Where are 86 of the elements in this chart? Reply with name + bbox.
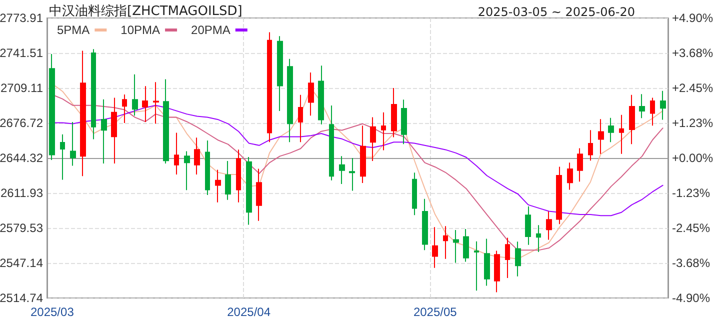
- candlestick: [608, 117, 614, 143]
- candlestick: [525, 206, 531, 246]
- y-tick-label: 2676.72: [0, 116, 44, 130]
- candlestick: [536, 224, 541, 253]
- candlestick: [194, 137, 200, 176]
- y-tick-label: 2709.11: [0, 81, 44, 96]
- candlestick: [349, 158, 355, 192]
- candlestick: [329, 105, 334, 181]
- candlestick: [246, 156, 252, 226]
- candlestick: [588, 130, 593, 162]
- candlestick: [122, 94, 127, 124]
- candlestick: [660, 90, 666, 120]
- candlestick: [515, 241, 521, 277]
- chart-subtitle: 2025-03-05 ~ 2025-06-20: [478, 5, 636, 19]
- y-tick-label: 2611.93: [0, 186, 44, 200]
- y2-tick-label: -3.68%: [672, 256, 710, 270]
- candlestick: [236, 149, 241, 203]
- candlestick: [567, 162, 573, 190]
- candlestick: [339, 156, 345, 184]
- candlestick: [391, 88, 397, 138]
- candlestick: [432, 226, 438, 268]
- candlestick: [163, 78, 169, 164]
- candlestick: [453, 229, 459, 264]
- y2-tick-label: +2.45%: [672, 81, 714, 95]
- candlestick: [401, 99, 407, 145]
- candlestick: [381, 112, 386, 151]
- chart-title: 中汉油料综指[ZHCTMAGOILSD]: [49, 4, 242, 19]
- candlestick: [639, 94, 645, 119]
- candlestick: [422, 198, 428, 251]
- candlestick: [598, 118, 604, 154]
- candlestick: [142, 86, 148, 123]
- candlestick: [412, 172, 417, 216]
- candlestick: [650, 97, 655, 126]
- candlestick: [318, 65, 324, 125]
- candlestick: [577, 148, 583, 182]
- candlestick: [360, 125, 366, 184]
- candlestick: [287, 58, 293, 143]
- candlestick: [101, 98, 107, 164]
- candlestick: [60, 134, 65, 180]
- y2-tick-label: +3.68%: [672, 46, 714, 60]
- candlestick: [494, 250, 500, 293]
- candlestick: [184, 150, 190, 191]
- x-tick-label: 2025/05: [413, 305, 458, 319]
- candlestick: [225, 160, 231, 200]
- candlestick: [91, 48, 96, 140]
- x-tick-label: 2025/03: [30, 305, 74, 319]
- y2-tick-label: +1.23%: [672, 116, 714, 130]
- y-tick-label: 2547.14: [0, 256, 44, 270]
- candlestick: [80, 50, 86, 177]
- candlestick: [153, 82, 159, 124]
- y-tick-label: 2579.53: [0, 221, 44, 236]
- candlestick: [70, 122, 76, 166]
- candlestick: [484, 238, 490, 286]
- candlestick: [308, 72, 314, 116]
- candlestick: [256, 168, 262, 222]
- candlestick: [267, 32, 272, 143]
- y-tick-label: 2644.32: [0, 151, 44, 166]
- candlestick: [463, 228, 469, 262]
- y2-tick-label: +0.00%: [672, 151, 714, 165]
- candlestick: [174, 132, 179, 176]
- legend-label: 5PMA: [56, 23, 90, 37]
- candlestick: [629, 94, 635, 145]
- candlestick: [505, 237, 510, 278]
- y-tick-label: 2773.91: [0, 11, 44, 25]
- y2-tick-label: -2.45%: [672, 221, 710, 235]
- candlestick: [474, 240, 479, 292]
- candlestick: [546, 211, 552, 240]
- candlestick: [215, 169, 221, 203]
- candlestick: [205, 140, 210, 196]
- candlestick: [443, 226, 448, 260]
- y2-tick-label: +4.90%: [672, 11, 714, 25]
- candlestick: [619, 114, 624, 154]
- candlestick: [556, 166, 562, 225]
- candlestick: [370, 116, 376, 162]
- candlestick: [132, 74, 138, 116]
- candlestick: [49, 53, 55, 160]
- x-tick-label: 2025/04: [227, 305, 271, 319]
- y2-tick-label: -1.23%: [672, 186, 710, 200]
- y-tick-label: 2741.51: [0, 46, 44, 60]
- y-tick-label: 2514.74: [0, 291, 44, 305]
- candlestick: [277, 36, 283, 112]
- legend-label: 20PMA: [191, 23, 230, 37]
- candlestick: [111, 97, 117, 164]
- y2-tick-label: -4.90%: [672, 291, 710, 305]
- legend-label: 10PMA: [120, 23, 160, 37]
- candlestick: [298, 94, 303, 143]
